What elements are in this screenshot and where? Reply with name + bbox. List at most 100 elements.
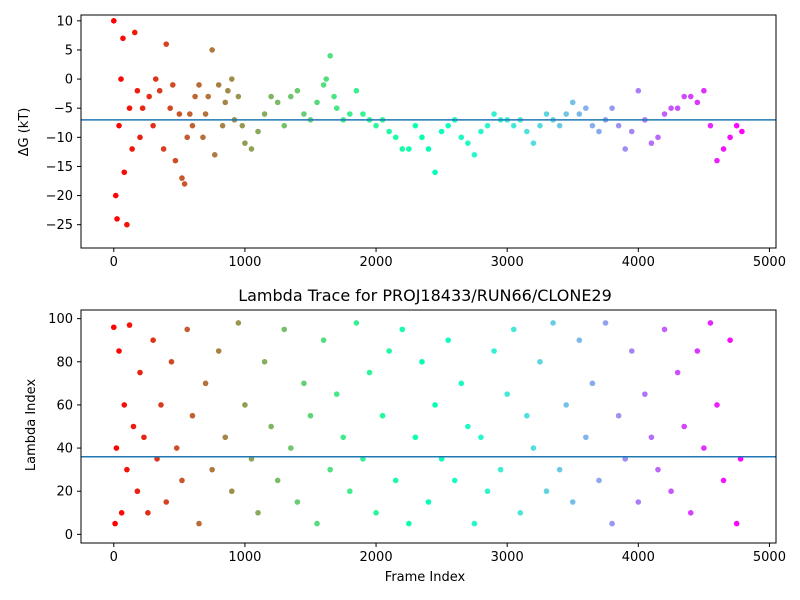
lambda-data-point — [497, 466, 504, 473]
delta-g-data-point — [438, 128, 445, 135]
lambda-data-point — [110, 324, 117, 331]
delta-g-data-point — [202, 111, 209, 117]
delta-g-data-point — [484, 122, 491, 129]
delta-g-data-point — [386, 128, 392, 135]
lambda-data-point — [655, 466, 661, 473]
delta-g-data-point — [628, 128, 635, 135]
delta-g-data-point — [648, 140, 655, 146]
delta-g-data-point — [406, 146, 412, 152]
lambda-data-point — [353, 320, 360, 326]
lambda-data-point — [681, 423, 688, 430]
delta-g-data-point — [412, 122, 419, 129]
delta-g-data-point — [543, 111, 550, 117]
delta-g-data-point — [323, 76, 330, 82]
delta-g-data-point — [139, 105, 146, 111]
lambda-x-tick-label: 3000 — [491, 550, 524, 565]
lambda-data-point — [451, 477, 458, 484]
lambda-data-point — [268, 423, 274, 430]
delta-g-data-point — [288, 93, 294, 100]
lambda-data-point — [727, 337, 733, 344]
delta-g-data-point — [524, 128, 530, 135]
lambda-data-point — [707, 320, 714, 326]
lambda-data-point — [642, 391, 648, 397]
lambda-data-point — [116, 348, 122, 354]
lambda-data-point — [438, 456, 445, 462]
lambda-data-point — [112, 520, 118, 527]
lambda-data-point — [113, 445, 120, 451]
delta-g-data-point — [112, 192, 119, 199]
lambda-data-point — [569, 499, 576, 505]
lambda-data-point — [158, 402, 164, 408]
delta-g-y-axis-label: ΔG (kT) — [17, 108, 32, 157]
lambda-y-tick-label: 20 — [56, 485, 73, 500]
lambda-data-point — [281, 326, 288, 333]
delta-g-data-point — [392, 134, 399, 141]
delta-g-data-point — [200, 134, 206, 141]
delta-g-data-point — [192, 93, 198, 100]
lambda-data-point — [134, 488, 141, 495]
lambda-data-point — [668, 488, 674, 495]
delta-g-data-point — [294, 87, 301, 94]
lambda-y-tick-label: 60 — [56, 398, 73, 413]
delta-g-data-point — [589, 122, 596, 129]
delta-g-data-point — [248, 146, 255, 152]
delta-g-data-point — [510, 122, 517, 129]
delta-g-data-point — [205, 93, 211, 100]
delta-g-data-point — [314, 99, 320, 106]
delta-g-data-point — [655, 134, 661, 141]
lambda-data-point — [478, 434, 484, 441]
lambda-data-point — [301, 380, 307, 387]
lambda-data-point — [209, 466, 215, 473]
lambda-x-tick-label: 1000 — [228, 550, 261, 565]
delta-g-data-point — [114, 216, 120, 222]
lambda-plot-frame — [80, 309, 777, 544]
lambda-data-point — [471, 520, 478, 527]
lambda-data-point — [491, 348, 497, 354]
lambda-data-point — [392, 477, 399, 484]
lambda-y-axis-label: Lambda Index — [24, 379, 39, 472]
delta-g-data-point — [184, 134, 191, 141]
lambda-y-tick-label: 40 — [56, 442, 73, 457]
lambda-ticks: 0 1000 2000 3000 4000 5000 0 20 40 60 80 100 — [48, 312, 786, 565]
delta-g-data-point — [156, 87, 163, 94]
delta-g-data-point — [274, 99, 281, 106]
lambda-data-point — [628, 348, 635, 354]
delta-g-data-point — [215, 82, 222, 88]
lambda-y-tick-label: 0 — [65, 528, 73, 543]
lambda-data-point — [445, 337, 451, 344]
lambda-data-point — [737, 456, 744, 462]
delta-g-data-point — [583, 105, 589, 111]
delta-g-data-point — [425, 146, 432, 152]
lambda-data-point — [510, 326, 517, 333]
delta-g-y-tick-label: −15 — [46, 160, 73, 175]
delta-g-data-point — [222, 99, 229, 106]
lambda-data-point — [229, 488, 235, 495]
lambda-data-point — [714, 402, 720, 408]
delta-g-data-point — [196, 82, 202, 88]
delta-g-data-point — [720, 146, 727, 152]
delta-g-data-point — [331, 93, 337, 100]
delta-g-data-point — [707, 122, 714, 129]
delta-g-data-point — [360, 111, 366, 117]
lambda-data-point — [320, 337, 327, 344]
lambda-data-point — [189, 412, 196, 419]
lambda-data-point — [694, 348, 701, 354]
lambda-y-tick-label: 80 — [56, 355, 73, 370]
delta-g-data-point — [118, 76, 124, 82]
delta-g-x-tick-label: 3000 — [491, 255, 524, 270]
delta-g-data-point — [189, 122, 196, 129]
lambda-data-point — [347, 488, 353, 495]
lambda-y-tick-label: 100 — [48, 312, 73, 327]
lambda-data-point — [563, 402, 569, 408]
delta-g-data-point — [687, 93, 694, 100]
lambda-data-point — [274, 477, 281, 484]
lambda-data-point — [648, 434, 655, 441]
delta-g-data-point — [167, 105, 173, 111]
frame-x-axis-label: Frame Index — [385, 570, 466, 585]
lambda-data-point — [543, 488, 550, 495]
delta-g-data-point — [674, 105, 681, 111]
lambda-data-point — [635, 499, 642, 505]
lambda-data-point — [674, 369, 681, 376]
delta-g-x-tick-label: 2000 — [360, 255, 393, 270]
